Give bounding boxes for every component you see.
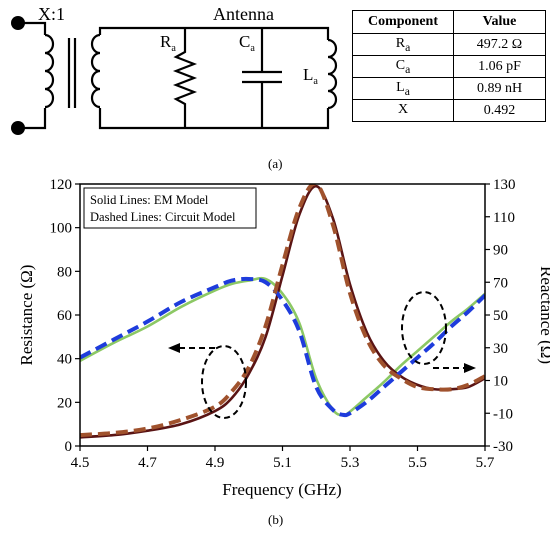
value-cell: 497.2 Ω	[453, 33, 546, 56]
primary-coil	[44, 33, 55, 109]
reactance-annotation-ellipse	[401, 291, 447, 365]
top-lead-wire	[18, 21, 47, 35]
caption-b: (b)	[268, 512, 284, 527]
y-tick-label: 0	[65, 439, 73, 455]
value-cell: 0.89 nH	[453, 77, 546, 100]
terminal-dot	[11, 16, 25, 30]
legend-box	[83, 187, 257, 229]
value-cell: 1.06 pF	[453, 55, 546, 78]
component-value-table: Component Value Ra 497.2 Ω Ca 1.06 pF La…	[352, 10, 546, 122]
y-tick-label: 80	[57, 264, 72, 280]
y2-tick-label: 50	[493, 308, 508, 324]
y2-tick-label: 130	[493, 177, 516, 193]
y-tick-label: 100	[50, 221, 73, 237]
x-tick-label: 5.5	[408, 455, 427, 471]
inductor-label: La	[303, 65, 318, 87]
top-rail-wire	[98, 26, 330, 40]
y-tick-label: 60	[57, 308, 72, 324]
caption-a: (a)	[268, 156, 283, 171]
y2-tick-label: 110	[493, 210, 515, 226]
inductor-symbol	[327, 38, 338, 110]
y2-tick-label: -30	[493, 439, 513, 455]
x-tick-label: 4.7	[138, 455, 157, 471]
arrow-left-head-icon	[168, 343, 180, 353]
legend-line-solid: Solid Lines: EM Model	[90, 193, 209, 207]
table-header-row: Component Value	[352, 10, 546, 34]
reactance-solid-line	[80, 276, 485, 417]
table-row: X 0.492	[352, 99, 546, 122]
legend-line-dashed: Dashed Lines: Circuit Model	[90, 210, 236, 224]
x-tick-label: 5.1	[273, 455, 292, 471]
x-tick-label: 5.3	[341, 455, 360, 471]
table-row: La 0.89 nH	[352, 77, 546, 100]
bottom-rail-wire	[98, 108, 330, 130]
y-tick-label: 120	[50, 177, 73, 193]
x-tick-label: 4.5	[71, 455, 90, 471]
y-tick-label: 40	[57, 352, 72, 368]
y2-tick-label: 30	[493, 341, 508, 357]
transformer-ratio-label: X:1	[38, 4, 65, 24]
secondary-coil	[90, 33, 101, 109]
bottom-lead-wire	[18, 108, 47, 130]
resistor-label: Ra	[160, 32, 176, 54]
x-axis-label: Frequency (GHz)	[222, 480, 341, 499]
x-tick-label: 5.7	[476, 455, 495, 471]
y-tick-label: 20	[57, 395, 72, 411]
y2-tick-label: 70	[493, 275, 508, 291]
x-tick-label: 4.9	[206, 455, 225, 471]
resistance-annotation-ellipse	[201, 345, 247, 419]
table-row: Ca 1.06 pF	[352, 55, 546, 78]
table-row: Ra 497.2 Ω	[352, 33, 546, 56]
column-header-value: Value	[453, 10, 546, 34]
y2-axis-label: Reactance (Ω)	[537, 266, 550, 364]
legend: Solid Lines: EM Model Dashed Lines: Circ…	[83, 187, 257, 229]
antenna-circuit-diagram: X:1 Antenna Ra Ca La	[11, 4, 338, 135]
resistor-symbol	[172, 28, 198, 128]
y2-tick-label: -10	[493, 406, 513, 422]
impedance-chart: 4.5 4.7 4.9 5.1 5.3 5.5 5.7 0 20 40 60 80 100 120 -30 -…	[17, 177, 550, 499]
arrow-right-head-icon	[464, 363, 476, 373]
antenna-label: Antenna	[213, 4, 274, 24]
capacitor-label: Ca	[239, 32, 255, 54]
reactance-dashed-line	[80, 276, 485, 418]
y-axis-label: Resistance (Ω)	[17, 265, 36, 366]
terminal-dot	[11, 121, 25, 135]
resistance-dashed-line	[80, 184, 485, 438]
y2-tick-label: 90	[493, 243, 508, 259]
value-cell: 0.492	[453, 99, 546, 122]
y2-tick-label: 10	[493, 374, 508, 390]
